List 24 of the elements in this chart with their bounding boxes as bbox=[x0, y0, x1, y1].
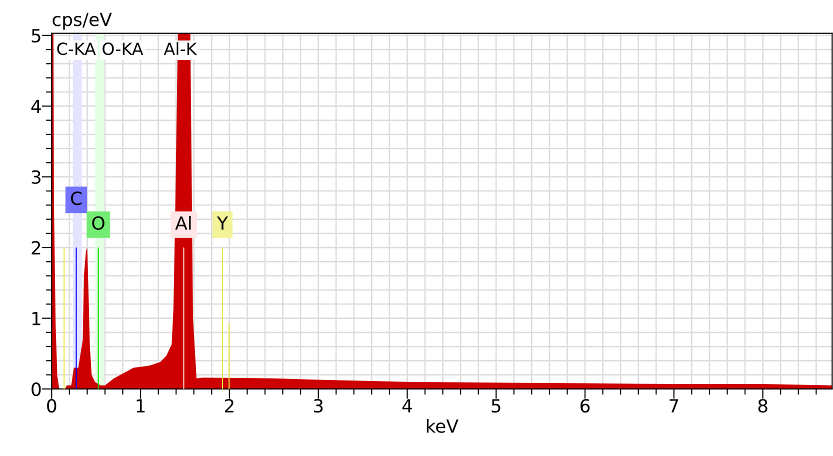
series-label: Y bbox=[216, 216, 228, 230]
y-tick-label: 2 bbox=[32, 241, 40, 254]
x-tick-label: 5 bbox=[492, 399, 500, 413]
text: C bbox=[70, 191, 82, 206]
x-tick-label: 2 bbox=[225, 399, 234, 412]
annotation: Al-K bbox=[164, 42, 198, 55]
x-tick-label: 8 bbox=[758, 399, 768, 413]
x-tick-label: 1 bbox=[136, 399, 145, 412]
series-label: O bbox=[92, 216, 104, 230]
annotation: C-KA bbox=[57, 42, 96, 56]
annotation: O-KA bbox=[102, 42, 144, 56]
y-tick-label: 3 bbox=[32, 170, 40, 184]
y-tick-label: 0 bbox=[32, 382, 41, 396]
x-tick-label: 6 bbox=[580, 399, 590, 413]
y-axis-title: cps/eV bbox=[52, 12, 112, 30]
x-tick-label: 0 bbox=[47, 399, 56, 413]
x-tick-label: 3 bbox=[314, 399, 323, 413]
x-tick-label: 7 bbox=[670, 399, 678, 412]
x-tick-label: 4 bbox=[402, 399, 412, 412]
y-tick-label: 5 bbox=[32, 29, 40, 43]
y-tick-label: 1 bbox=[32, 312, 40, 326]
x-axis-title: keV bbox=[426, 418, 458, 433]
series-label: Al bbox=[175, 216, 191, 230]
y-tick-label: 4 bbox=[31, 100, 41, 113]
